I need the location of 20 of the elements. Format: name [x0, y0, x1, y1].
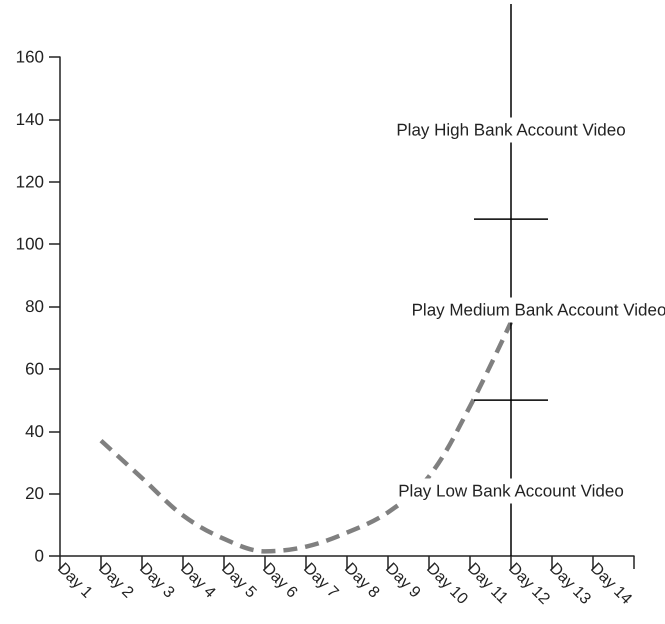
y-tick-label: 80	[25, 297, 44, 316]
y-tick-label: 0	[34, 546, 44, 566]
annotation: Play Low Bank Account Video	[398, 482, 624, 500]
y-tick-label: 160	[16, 48, 44, 66]
y-tick-label: 60	[25, 359, 44, 378]
x-tick-label: Day 2	[94, 560, 137, 602]
x-tick-label: Day 8	[340, 560, 383, 602]
y-tick-label: 120	[16, 172, 44, 192]
x-tick-label: Day 1	[54, 560, 96, 602]
x-tick-label: Day 5	[218, 560, 260, 602]
x-tick-label: Day 4	[176, 560, 219, 602]
x-tick-label: Day 3	[136, 560, 178, 602]
annotation: Play High Bank Account Video	[396, 120, 626, 140]
y-tick-label: 140	[16, 110, 44, 129]
y-tick-label: 100	[16, 234, 44, 254]
x-tick-label: Day 6	[258, 560, 301, 602]
y-tick-label: 40	[25, 422, 44, 441]
x-tick-label: Day 7	[300, 560, 342, 602]
y-tick-label: 20	[25, 484, 44, 504]
x-tick-label: Day 9	[382, 560, 424, 602]
